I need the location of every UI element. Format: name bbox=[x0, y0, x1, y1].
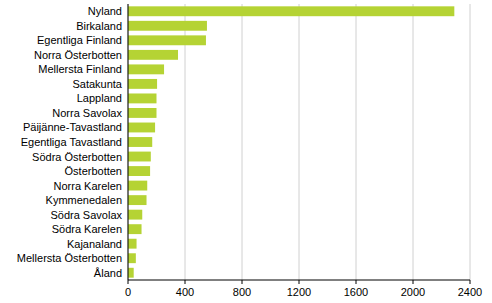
grid-line bbox=[299, 4, 300, 280]
tick-mark bbox=[242, 280, 243, 284]
grid-line bbox=[413, 4, 414, 280]
bar bbox=[128, 137, 152, 147]
bars bbox=[128, 6, 454, 277]
grid-line bbox=[185, 4, 186, 280]
category-label: Norra Karelen bbox=[54, 180, 122, 192]
category-label: Österbotten bbox=[65, 165, 122, 177]
tick-mark bbox=[413, 280, 414, 284]
bar bbox=[128, 79, 157, 89]
bar bbox=[128, 181, 147, 191]
category-label: Norra Savolax bbox=[52, 107, 122, 119]
grid-line bbox=[356, 4, 357, 280]
category-label: Södra Savolax bbox=[50, 209, 122, 221]
tick-mark bbox=[299, 280, 300, 284]
bar bbox=[128, 6, 454, 16]
bar bbox=[128, 166, 150, 176]
category-label: Egentliga Tavastland bbox=[21, 136, 122, 148]
bar bbox=[128, 210, 142, 220]
grid-line bbox=[242, 4, 243, 280]
category-label: Åland bbox=[94, 267, 122, 279]
bar bbox=[128, 268, 134, 278]
bar bbox=[128, 224, 142, 234]
category-label: Nyland bbox=[88, 5, 122, 17]
tick-mark bbox=[128, 280, 129, 284]
tick-mark bbox=[185, 280, 186, 284]
chart-svg: 0 400 800 1200 1600 2000 2400 Nyland Birkaland Eg… bbox=[0, 0, 492, 303]
bar bbox=[128, 195, 147, 205]
chart-root: 0 400 800 1200 1600 2000 2400 Nyland Birkaland Eg… bbox=[0, 0, 492, 303]
tick-label: 2400 bbox=[458, 286, 482, 298]
category-label: Egentliga Finland bbox=[37, 34, 122, 46]
tick-mark bbox=[470, 280, 471, 284]
tick-label: 2000 bbox=[401, 286, 425, 298]
category-label: Södra Österbotten bbox=[32, 151, 122, 163]
bar bbox=[128, 253, 136, 263]
y-axis bbox=[128, 4, 129, 280]
tick-mark bbox=[356, 280, 357, 284]
tick-label: 0 bbox=[125, 286, 131, 298]
bar bbox=[128, 93, 157, 103]
category-label: Päijänne-Tavastland bbox=[23, 121, 122, 133]
tick-label: 1200 bbox=[287, 286, 311, 298]
category-label: Birkaland bbox=[76, 20, 122, 32]
category-label: Kajanaland bbox=[67, 238, 122, 250]
bar bbox=[128, 108, 157, 118]
category-label: Mellersta Finland bbox=[38, 63, 122, 75]
category-label: Kymmenedalen bbox=[46, 194, 122, 206]
grid-line bbox=[470, 4, 471, 280]
bar bbox=[128, 239, 137, 249]
category-label: Södra Karelen bbox=[52, 223, 122, 235]
category-label: Satakunta bbox=[72, 78, 122, 90]
bar bbox=[128, 21, 207, 31]
category-label: Mellersta Österbotten bbox=[17, 252, 122, 264]
bar bbox=[128, 50, 178, 60]
bar bbox=[128, 123, 155, 133]
bar bbox=[128, 152, 151, 162]
category-label: Lappland bbox=[77, 92, 122, 104]
bar bbox=[128, 35, 206, 45]
x-axis bbox=[128, 280, 470, 281]
grid-line bbox=[128, 4, 129, 280]
category-label: Norra Österbotten bbox=[34, 49, 122, 61]
bar bbox=[128, 64, 164, 74]
tick-label: 400 bbox=[176, 286, 194, 298]
tick-label: 800 bbox=[233, 286, 251, 298]
tick-label: 1600 bbox=[344, 286, 368, 298]
